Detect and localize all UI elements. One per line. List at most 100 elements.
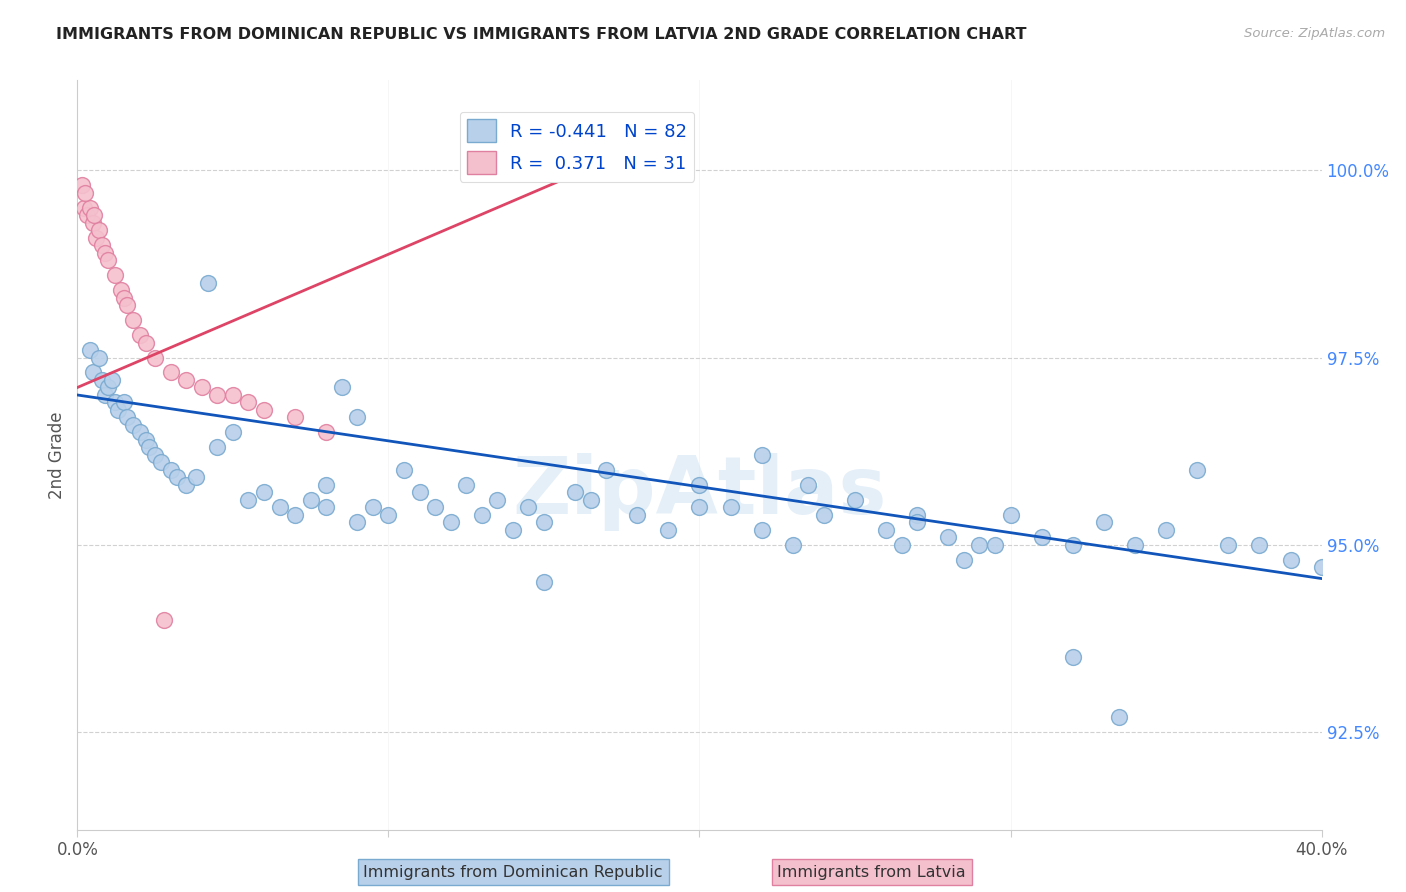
Point: [104, 395, 127, 409]
Point: [94, 388, 117, 402]
Text: IMMIGRANTS FROM DOMINICAN REPUBLIC VS IMMIGRANTS FROM LATVIA 2ND GRADE CORRELATI: IMMIGRANTS FROM DOMINICAN REPUBLIC VS IM…: [56, 27, 1026, 42]
Point: [238, 395, 260, 409]
Point: [115, 410, 138, 425]
Point: [184, 470, 207, 484]
Point: [150, 455, 173, 469]
Point: [720, 500, 742, 515]
Point: [284, 508, 307, 522]
Point: [595, 463, 617, 477]
Point: [166, 470, 188, 484]
Point: [112, 395, 135, 409]
Point: [253, 403, 276, 417]
Point: [517, 500, 540, 515]
Point: [1218, 538, 1240, 552]
Point: [423, 500, 446, 515]
Point: [83, 208, 105, 222]
Point: [1154, 523, 1177, 537]
Point: [1000, 508, 1022, 522]
Point: [207, 388, 229, 402]
Point: [361, 500, 384, 515]
Point: [1310, 560, 1333, 574]
Point: [1062, 650, 1084, 665]
Point: [143, 448, 166, 462]
Point: [159, 463, 181, 477]
Legend: R = -0.441   N = 82, R =  0.371   N = 31: R = -0.441 N = 82, R = 0.371 N = 31: [460, 112, 695, 182]
Point: [890, 538, 912, 552]
Point: [953, 553, 976, 567]
Point: [797, 478, 820, 492]
Point: [936, 530, 959, 544]
Point: [1279, 553, 1302, 567]
Text: Immigrants from Latvia: Immigrants from Latvia: [778, 865, 966, 880]
Point: [1123, 538, 1146, 552]
Point: [197, 276, 219, 290]
Point: [94, 245, 117, 260]
Point: [564, 485, 586, 500]
Point: [269, 500, 291, 515]
Point: [905, 516, 928, 530]
Point: [128, 328, 150, 343]
Point: [533, 516, 555, 530]
Point: [689, 500, 711, 515]
Point: [595, 148, 617, 162]
Point: [222, 425, 245, 440]
Point: [174, 373, 197, 387]
Point: [299, 492, 322, 507]
Point: [75, 186, 97, 200]
Point: [191, 380, 214, 394]
Point: [97, 380, 120, 394]
Point: [174, 478, 197, 492]
Point: [969, 538, 991, 552]
Point: [657, 523, 679, 537]
Point: [87, 351, 110, 365]
Point: [143, 351, 166, 365]
Point: [115, 298, 138, 312]
Point: [91, 373, 114, 387]
Point: [626, 508, 648, 522]
Point: [138, 441, 160, 455]
Point: [104, 268, 127, 282]
Point: [533, 575, 555, 590]
Point: [82, 216, 104, 230]
Point: [100, 373, 122, 387]
Text: Source: ZipAtlas.com: Source: ZipAtlas.com: [1244, 27, 1385, 40]
Point: [392, 463, 415, 477]
Point: [813, 508, 835, 522]
Point: [751, 448, 773, 462]
Point: [439, 516, 461, 530]
Text: Immigrants from Dominican Republic: Immigrants from Dominican Republic: [363, 865, 664, 880]
Point: [1249, 538, 1271, 552]
Point: [84, 230, 107, 244]
Point: [76, 208, 98, 222]
Point: [238, 492, 260, 507]
Point: [579, 492, 602, 507]
Point: [471, 508, 494, 522]
Point: [112, 291, 135, 305]
Point: [1092, 516, 1115, 530]
Point: [110, 283, 132, 297]
Point: [253, 485, 276, 500]
Point: [689, 478, 711, 492]
Point: [79, 343, 101, 357]
Y-axis label: 2nd Grade: 2nd Grade: [48, 411, 66, 499]
Point: [844, 492, 866, 507]
Point: [97, 253, 120, 268]
Point: [1062, 538, 1084, 552]
Point: [79, 201, 101, 215]
Point: [751, 523, 773, 537]
Point: [346, 410, 368, 425]
Point: [1185, 463, 1208, 477]
Point: [107, 403, 129, 417]
Point: [875, 523, 897, 537]
Point: [122, 313, 145, 327]
Point: [70, 178, 93, 193]
Point: [456, 478, 478, 492]
Point: [82, 366, 104, 380]
Point: [1031, 530, 1053, 544]
Point: [135, 433, 157, 447]
Text: ZipAtlas: ZipAtlas: [512, 453, 887, 532]
Point: [315, 425, 337, 440]
Point: [222, 388, 245, 402]
Point: [1108, 710, 1130, 724]
Point: [135, 335, 157, 350]
